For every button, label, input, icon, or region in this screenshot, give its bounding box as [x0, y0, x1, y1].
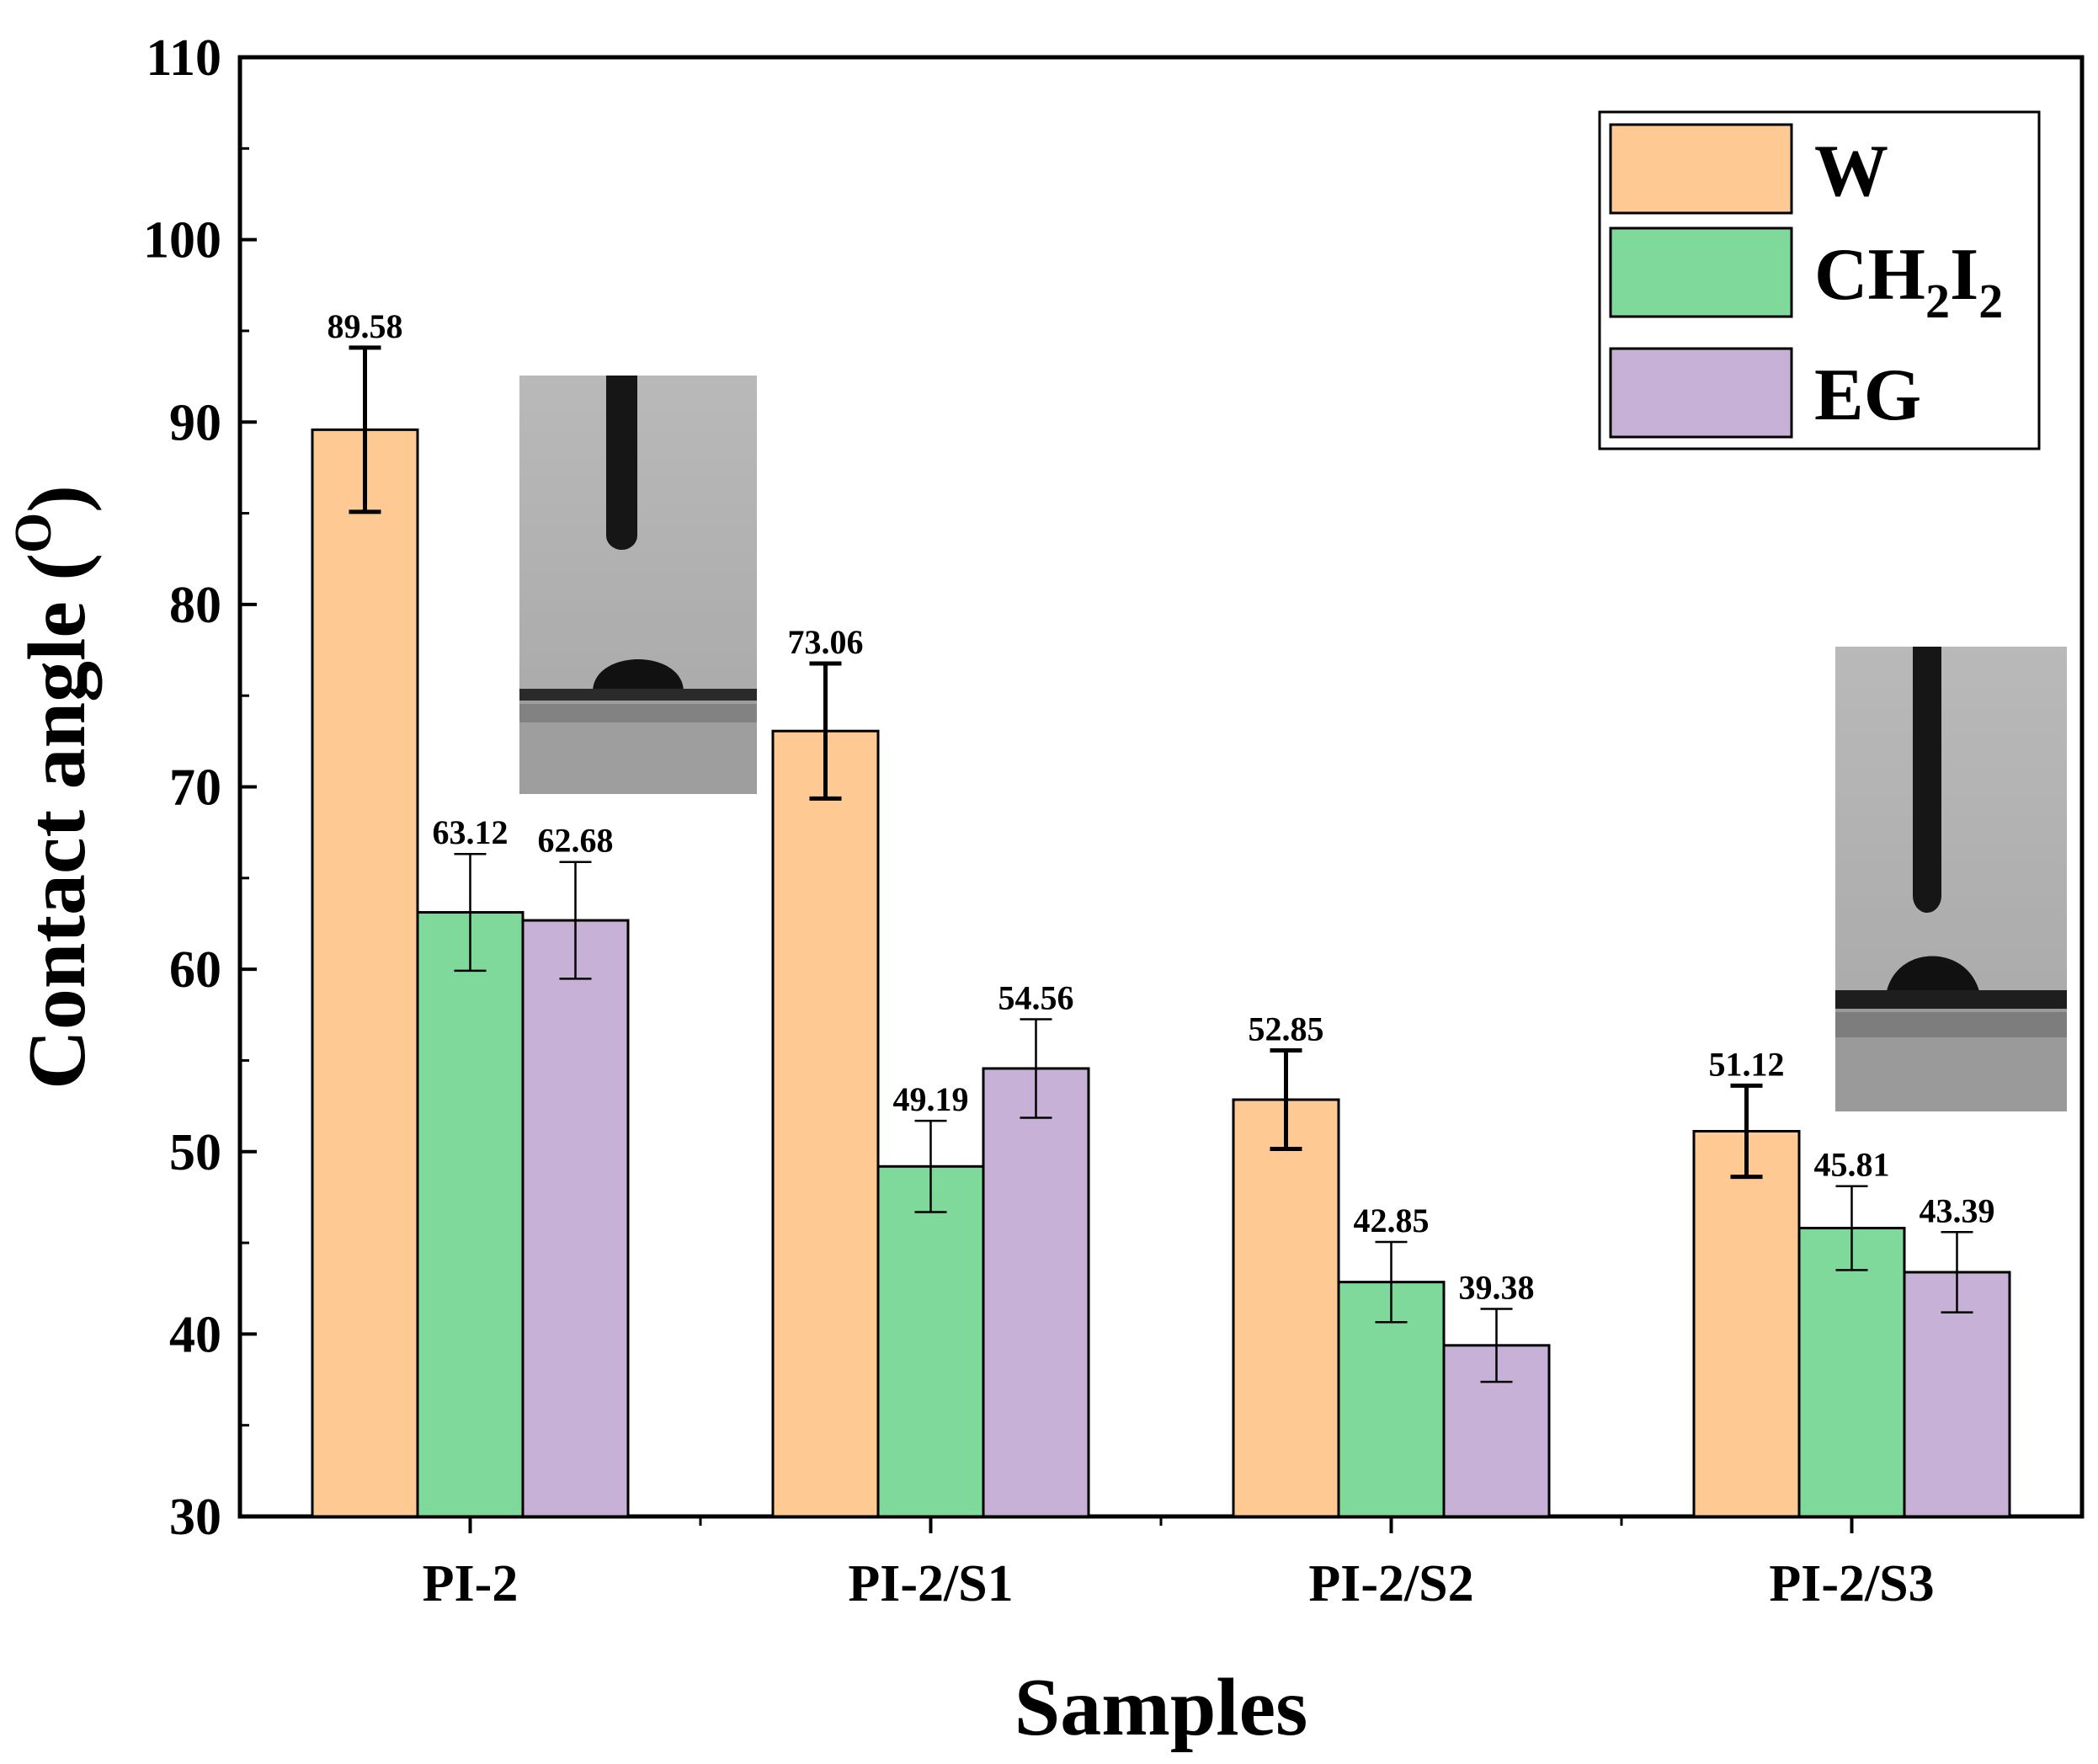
- data-labels: 89.58 63.12 62.68 73.06 49.19 54.56 52.85 42.85…: [327, 307, 1995, 1307]
- water-droplet-photo-pi-2: [519, 376, 757, 794]
- data-label: 39.38: [1459, 1268, 1535, 1306]
- data-label: 51.12: [1709, 1045, 1785, 1083]
- bar: [311, 428, 419, 1518]
- y-tick-label: 110: [146, 29, 221, 87]
- bar-series: [311, 428, 2011, 1518]
- legend-swatch: [1609, 123, 1793, 215]
- y-axis-title: Contact angle (O): [5, 485, 103, 1090]
- x-axis-ticks: PI-2 PI-2/S1 PI-2/S2 PI-2/S3: [423, 1516, 1935, 1612]
- y-tick-label: 60: [169, 941, 221, 999]
- y-axis-title-paren-close: ): [12, 485, 103, 513]
- needle: [1913, 647, 1941, 896]
- water-droplet-photo-pi-2-s3: [1835, 647, 2067, 1111]
- bar: [771, 729, 880, 1518]
- y-axis-title-degree: O: [5, 513, 62, 553]
- y-axis-ticks: 30 40 50 60 70 80 90 100 110: [143, 29, 257, 1546]
- y-tick-label: 80: [169, 577, 221, 634]
- x-axis-title: Samples: [1014, 1662, 1308, 1753]
- data-label: 49.19: [893, 1080, 969, 1118]
- data-label: 45.81: [1814, 1146, 1890, 1184]
- bar: [416, 911, 524, 1518]
- legend-subscript: 2: [1978, 274, 2003, 328]
- y-tick-label: 90: [169, 394, 221, 451]
- x-tick-label: PI-2/S3: [1769, 1555, 1934, 1612]
- legend-label: W: [1814, 131, 1888, 212]
- x-tick-label: PI-2/S2: [1308, 1555, 1473, 1612]
- needle: [606, 376, 637, 536]
- x-tick-label: PI-2: [423, 1555, 519, 1612]
- y-tick-label: 30: [169, 1489, 221, 1546]
- error-bars: [349, 345, 1973, 1383]
- substrate-shadow: [1835, 1012, 2067, 1037]
- substrate-line: [1835, 990, 2067, 1009]
- x-tick-label: PI-2/S1: [848, 1555, 1013, 1612]
- substrate-shadow: [519, 704, 757, 722]
- y-axis-title-paren-open: (: [12, 553, 103, 601]
- y-axis-title-text: Contact angle: [12, 601, 103, 1090]
- bar: [1692, 1129, 1801, 1518]
- legend-swatch: [1609, 347, 1793, 439]
- droplet: [593, 659, 684, 692]
- y-tick-label: 40: [169, 1306, 221, 1363]
- bar: [521, 919, 630, 1518]
- y-tick-label: 70: [169, 759, 221, 817]
- y-tick-label: 50: [169, 1124, 221, 1181]
- data-label: 42.85: [1354, 1202, 1430, 1239]
- needle-tip: [606, 521, 637, 550]
- needle-tip: [1913, 879, 1941, 913]
- svg-text:Contact angle (O): Contact angle (O): [5, 485, 103, 1090]
- bar: [1232, 1098, 1340, 1518]
- data-label: 54.56: [998, 978, 1074, 1016]
- legend-swatch: [1609, 226, 1793, 318]
- data-label: 63.12: [433, 813, 509, 851]
- legend-subscript: 2: [1925, 274, 1950, 328]
- data-label: 43.39: [1920, 1191, 1995, 1229]
- legend-label: EG: [1814, 354, 1921, 436]
- bar: [1797, 1227, 1906, 1518]
- y-tick-label: 100: [143, 212, 221, 269]
- droplet: [1886, 956, 1980, 995]
- legend-text-part: I: [1950, 234, 1978, 316]
- data-label: 52.85: [1249, 1010, 1324, 1048]
- legend-text-part: CH: [1814, 234, 1925, 316]
- bar: [982, 1067, 1090, 1518]
- data-label: 73.06: [788, 623, 864, 661]
- data-label: 89.58: [327, 307, 403, 345]
- data-label: 62.68: [538, 822, 614, 860]
- substrate-line: [519, 689, 757, 701]
- bar: [876, 1164, 985, 1518]
- legend-label: CH2I2: [1814, 234, 2003, 328]
